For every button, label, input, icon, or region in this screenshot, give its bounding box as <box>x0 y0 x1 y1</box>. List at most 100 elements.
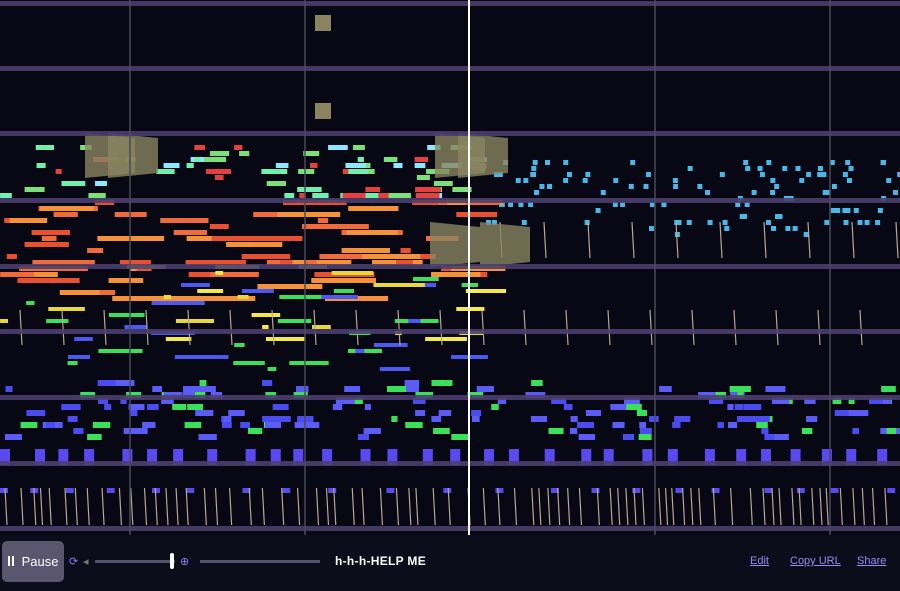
note <box>280 260 293 265</box>
note <box>215 271 224 275</box>
note <box>834 410 854 416</box>
note <box>774 184 780 189</box>
note <box>674 232 680 237</box>
note <box>228 410 245 416</box>
note <box>515 178 521 183</box>
copy-url-link[interactable]: Copy URL <box>790 555 841 567</box>
note <box>431 380 446 386</box>
note <box>508 449 519 465</box>
note <box>400 248 411 253</box>
note <box>848 166 854 171</box>
note <box>328 145 348 150</box>
loop-icon[interactable]: ⟳ <box>69 556 79 568</box>
note <box>845 160 851 165</box>
note <box>253 212 299 217</box>
note <box>106 488 115 493</box>
note <box>636 410 647 416</box>
note <box>821 449 832 465</box>
wave-mark <box>61 309 65 346</box>
note <box>194 145 206 150</box>
note <box>544 449 555 465</box>
note <box>756 422 768 428</box>
note <box>120 398 127 404</box>
note <box>795 166 801 171</box>
wave-mark <box>839 487 843 526</box>
note <box>234 145 243 150</box>
wave-mark <box>557 487 561 526</box>
note <box>119 260 151 265</box>
note <box>295 386 309 392</box>
pause-label: Pause <box>21 554 59 569</box>
note <box>241 289 274 293</box>
wave-mark <box>296 487 301 526</box>
wave-mark <box>229 487 233 526</box>
note <box>214 175 224 180</box>
note <box>832 398 842 404</box>
note <box>386 488 395 493</box>
note <box>379 367 411 371</box>
note <box>892 190 898 195</box>
edit-link[interactable]: Edit <box>750 555 769 567</box>
share-link[interactable]: Share <box>857 555 887 567</box>
wave-mark <box>130 487 134 526</box>
wave-mark <box>807 221 811 259</box>
note <box>817 172 823 177</box>
wave-mark <box>229 309 233 346</box>
note <box>0 449 10 465</box>
note <box>0 272 35 277</box>
seek-bar[interactable] <box>200 560 320 563</box>
wave-mark <box>712 487 716 526</box>
volume-slider[interactable] <box>95 560 175 563</box>
note <box>843 220 849 225</box>
note <box>717 422 724 428</box>
note <box>181 283 210 287</box>
note <box>363 428 381 434</box>
note <box>207 449 218 465</box>
note <box>24 242 69 247</box>
wave-mark <box>538 487 542 526</box>
note <box>757 166 763 171</box>
note <box>45 422 55 428</box>
note <box>550 488 559 493</box>
note <box>877 449 888 465</box>
pause-icon <box>7 554 16 569</box>
note <box>289 361 329 365</box>
note <box>632 488 641 493</box>
note <box>578 434 596 440</box>
note <box>719 172 725 177</box>
row-divider <box>0 264 900 269</box>
wave-mark <box>641 487 646 526</box>
note <box>545 160 551 165</box>
note <box>880 428 889 434</box>
note <box>237 295 249 299</box>
note <box>643 184 649 189</box>
note <box>886 178 892 183</box>
note <box>456 212 498 217</box>
wave-mark <box>513 487 518 526</box>
note <box>24 187 45 192</box>
zoom-icon[interactable]: ⊕ <box>180 556 190 568</box>
volume-icon[interactable]: ◂ <box>83 556 89 568</box>
note <box>0 488 8 493</box>
note <box>775 214 781 219</box>
note <box>185 260 246 265</box>
note <box>104 404 112 410</box>
note <box>184 422 202 428</box>
wave-mark <box>33 487 37 526</box>
volume-knob[interactable] <box>170 553 174 569</box>
wave-mark <box>20 487 24 526</box>
note <box>761 428 769 434</box>
note <box>61 181 86 186</box>
row-divider <box>0 526 900 531</box>
note <box>746 416 754 422</box>
note <box>751 416 770 422</box>
pause-button[interactable]: Pause <box>2 541 64 582</box>
note <box>495 488 504 493</box>
wave-mark <box>567 487 571 526</box>
note <box>622 404 642 410</box>
note <box>722 220 728 225</box>
wave-mark <box>543 221 547 259</box>
note <box>87 434 102 440</box>
note <box>360 449 371 465</box>
note <box>205 169 232 174</box>
